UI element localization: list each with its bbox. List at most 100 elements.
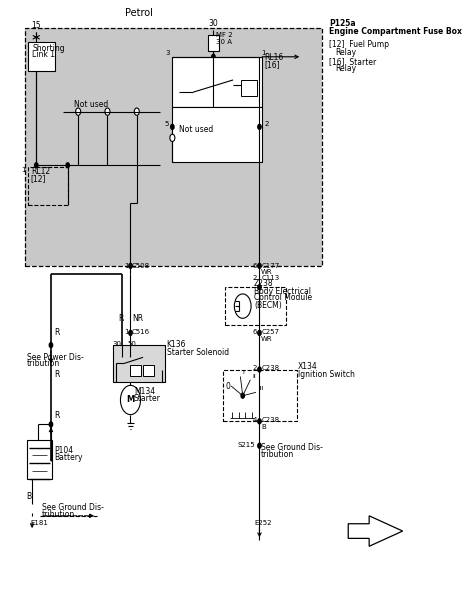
Text: See Ground Dis-: See Ground Dis- [42, 503, 104, 511]
Circle shape [258, 331, 261, 335]
Text: Link 1: Link 1 [32, 49, 55, 59]
Text: R: R [55, 370, 60, 379]
Text: Not used: Not used [74, 100, 108, 109]
Circle shape [234, 294, 251, 318]
Text: Starter Solenoid: Starter Solenoid [166, 348, 228, 357]
Text: Not used: Not used [180, 125, 214, 134]
Text: 2: 2 [253, 365, 257, 371]
Text: Petrol: Petrol [125, 8, 153, 18]
Bar [143, 365, 154, 376]
Text: (BECM): (BECM) [254, 301, 282, 310]
Text: E252: E252 [255, 520, 273, 526]
Text: K136: K136 [166, 340, 186, 349]
Text: 15: 15 [31, 21, 41, 30]
Text: 50: 50 [128, 341, 137, 347]
Text: B: B [27, 492, 32, 500]
Bar [225, 287, 286, 325]
Circle shape [49, 422, 53, 427]
Text: C113: C113 [261, 275, 279, 281]
Bar [173, 57, 263, 108]
Circle shape [258, 263, 261, 268]
Text: 4: 4 [253, 417, 257, 423]
Text: P104: P104 [55, 446, 73, 455]
Bar [241, 80, 257, 97]
Text: 1: 1 [124, 263, 128, 269]
Text: E181: E181 [31, 520, 49, 526]
Text: M134: M134 [134, 387, 155, 396]
Circle shape [66, 163, 69, 168]
Text: I: I [243, 370, 245, 375]
Text: Ignition Switch: Ignition Switch [298, 370, 355, 379]
Circle shape [134, 108, 139, 115]
Bar [223, 370, 297, 422]
Text: 30: 30 [112, 341, 121, 347]
Bar [208, 35, 219, 51]
Circle shape [35, 163, 38, 168]
Text: See Power Dis-: See Power Dis- [27, 353, 84, 362]
Text: Shorting: Shorting [32, 43, 65, 53]
Text: C177: C177 [261, 263, 279, 269]
Bar [173, 108, 263, 163]
Text: WR: WR [261, 336, 273, 342]
Circle shape [49, 343, 53, 348]
Text: S215: S215 [237, 442, 255, 447]
Text: 1: 1 [21, 167, 26, 172]
Text: MF 2: MF 2 [216, 32, 233, 38]
Text: Relay: Relay [336, 64, 357, 73]
Text: 0: 0 [226, 382, 231, 391]
Text: 1: 1 [124, 329, 128, 335]
Text: X134: X134 [298, 362, 318, 371]
Text: C238: C238 [261, 417, 279, 423]
Circle shape [129, 263, 132, 268]
Text: See Ground Dis-: See Ground Dis- [261, 443, 323, 452]
Text: 3: 3 [166, 49, 170, 56]
Bar [130, 365, 141, 376]
Text: Control Module: Control Module [254, 293, 312, 302]
Circle shape [129, 331, 132, 335]
Circle shape [212, 54, 215, 59]
Bar [25, 28, 322, 266]
Circle shape [105, 108, 110, 115]
Text: B: B [261, 424, 266, 430]
Text: C508: C508 [132, 263, 150, 269]
Text: Starter: Starter [134, 394, 161, 403]
Bar [25, 28, 322, 266]
Text: [12]  Fuel Pump: [12] Fuel Pump [329, 40, 389, 49]
Circle shape [258, 443, 261, 448]
Text: tribution: tribution [27, 359, 60, 368]
Text: 2: 2 [253, 275, 257, 281]
Text: tribution: tribution [261, 450, 294, 458]
Text: P125a: P125a [329, 19, 356, 28]
Text: R: R [55, 328, 60, 337]
Bar [113, 345, 165, 382]
Text: RL16: RL16 [264, 53, 284, 62]
Text: M: M [127, 395, 135, 404]
Text: tribution: tribution [42, 510, 75, 519]
Text: R: R [55, 411, 60, 420]
Circle shape [258, 367, 261, 372]
Text: Battery: Battery [55, 453, 83, 461]
Circle shape [258, 285, 261, 290]
Text: 5: 5 [164, 121, 169, 127]
Text: NR: NR [132, 313, 143, 323]
Text: 6: 6 [253, 329, 257, 335]
Text: 30: 30 [209, 18, 219, 27]
Text: Z238: Z238 [254, 279, 273, 288]
Text: 6: 6 [253, 263, 257, 269]
Circle shape [241, 393, 245, 398]
Text: R: R [118, 313, 123, 323]
Bar [27, 439, 52, 479]
Text: [16]  Starter: [16] Starter [329, 57, 377, 66]
Text: WR: WR [261, 269, 273, 275]
Text: Body Electrical: Body Electrical [254, 287, 311, 296]
Text: C257: C257 [261, 329, 279, 335]
Text: III: III [258, 386, 264, 391]
Text: II: II [253, 373, 256, 379]
Text: 1: 1 [261, 49, 265, 56]
Text: [12]: [12] [31, 175, 46, 183]
Circle shape [258, 419, 261, 424]
Circle shape [76, 108, 81, 115]
Circle shape [171, 125, 174, 130]
Circle shape [258, 125, 261, 130]
Text: Engine Compartment Fuse Box: Engine Compartment Fuse Box [329, 27, 462, 36]
